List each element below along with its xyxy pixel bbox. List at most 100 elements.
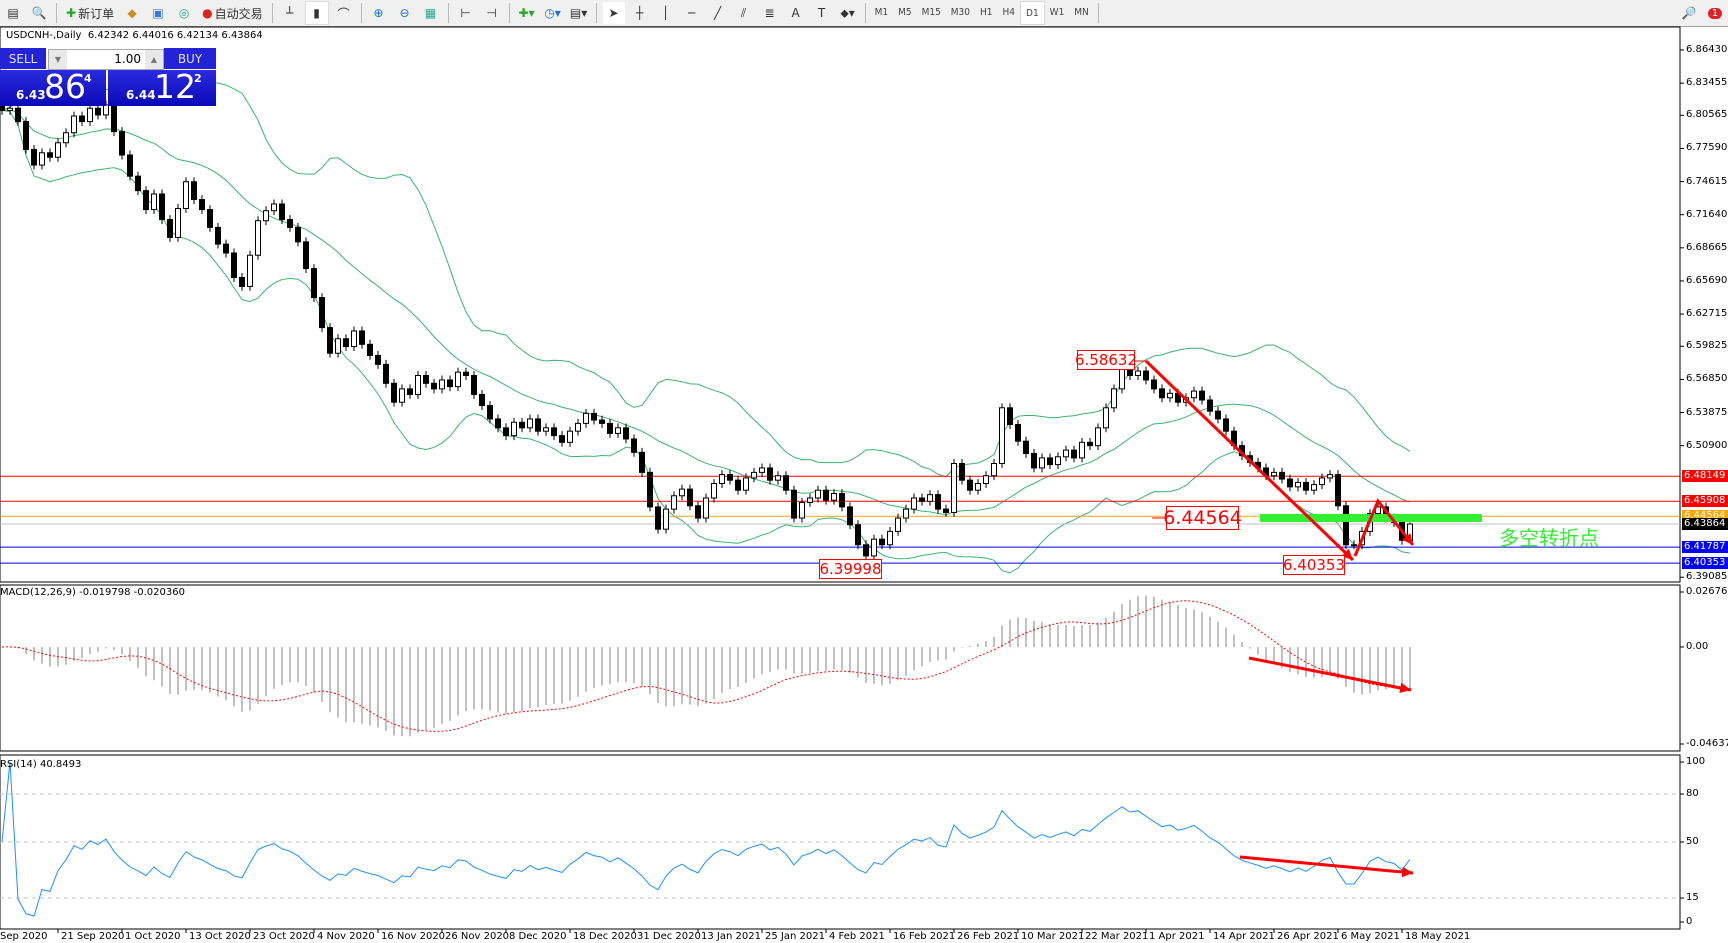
candle bbox=[1351, 540, 1357, 550]
candle bbox=[1311, 480, 1317, 495]
ohlc-readout: 6.42342 6.44016 6.42134 6.43864 bbox=[87, 30, 263, 41]
timeframe-m1[interactable]: M1 bbox=[874, 6, 889, 18]
candle bbox=[679, 484, 685, 501]
profile-icon[interactable]: ▤ bbox=[7, 6, 19, 20]
line-chart-icon[interactable]: ⌒ bbox=[337, 6, 350, 21]
terminal-icon[interactable]: ▣ bbox=[152, 6, 164, 20]
candle bbox=[559, 431, 565, 447]
candle bbox=[951, 459, 957, 517]
bar-chart-icon[interactable]: ┴ bbox=[285, 6, 294, 20]
horizontal-line-icon[interactable]: ─ bbox=[687, 6, 696, 20]
candle-body bbox=[151, 193, 157, 211]
equidistant-channel-icon[interactable]: ⫽ bbox=[740, 5, 747, 20]
candle-body bbox=[111, 104, 117, 133]
auto-trading-button[interactable]: ● 自动交易 bbox=[199, 2, 266, 24]
candle bbox=[1039, 453, 1045, 473]
market-watch-icon[interactable]: 🔍 bbox=[31, 6, 47, 20]
candle-body bbox=[1143, 370, 1149, 381]
vertical-line-icon[interactable]: │ bbox=[661, 6, 670, 20]
zoom-in-icon[interactable]: ⊕ bbox=[373, 6, 384, 20]
text-label-icon[interactable]: T bbox=[817, 6, 826, 20]
timeframe-m5[interactable]: M5 bbox=[898, 6, 912, 18]
sell-button[interactable]: SELL bbox=[0, 48, 46, 69]
timeframe-h4[interactable]: H4 bbox=[1002, 6, 1016, 18]
fibonacci-icon[interactable]: ≣ bbox=[764, 6, 775, 20]
candle-body bbox=[607, 422, 613, 434]
candle bbox=[255, 216, 261, 260]
zoom-out-icon[interactable]: ⊖ bbox=[399, 6, 410, 20]
chart-shift-icon[interactable]: ⊣ bbox=[486, 6, 497, 20]
timeframe-m30[interactable]: M30 bbox=[950, 6, 971, 18]
buy-button[interactable]: BUY bbox=[164, 48, 216, 69]
lot-increase-button[interactable]: ▲ bbox=[145, 50, 163, 69]
date-tick-label: 1 Apr 2021 bbox=[1149, 931, 1205, 942]
candle bbox=[1191, 386, 1197, 403]
new-order-label: 新订单 bbox=[78, 6, 115, 21]
new-order-button[interactable]: ✚ 新订单 bbox=[63, 2, 117, 24]
candlestick-chart-icon[interactable]: ▮ bbox=[304, 1, 329, 25]
cursor-icon[interactable]: ➤ bbox=[602, 2, 625, 24]
metaeditor-icon[interactable]: ◆ bbox=[127, 6, 137, 20]
candle-body bbox=[1335, 474, 1341, 507]
annotation-high: 6.58632 bbox=[1074, 350, 1138, 370]
candle bbox=[607, 418, 613, 438]
date-tick-label: 1 Oct 2020 bbox=[125, 931, 181, 942]
candle-body bbox=[991, 462, 997, 477]
trendline-icon[interactable]: ╱ bbox=[713, 6, 722, 20]
candle-body bbox=[1279, 471, 1285, 480]
timeframe-m15[interactable]: M15 bbox=[921, 6, 941, 18]
price-tick-label: 6.62715 bbox=[1686, 308, 1728, 320]
price-tick-label: 6.53875 bbox=[1686, 406, 1728, 418]
lot-decrease-button[interactable]: ▼ bbox=[49, 50, 67, 69]
candle bbox=[415, 371, 421, 399]
candle-body bbox=[511, 421, 517, 437]
candle-body bbox=[591, 412, 597, 421]
sell-price[interactable]: 6.43 86 4 bbox=[0, 67, 106, 106]
text-icon[interactable]: A bbox=[791, 6, 800, 20]
timeframe-w1[interactable]: W1 bbox=[1049, 6, 1065, 18]
price-tick-label: 6.59825 bbox=[1686, 340, 1728, 352]
templates-icon[interactable]: ▤▾ bbox=[569, 6, 588, 20]
arrows-icon[interactable]: ⬥▾ bbox=[840, 5, 855, 20]
candle bbox=[895, 513, 901, 536]
buy-price[interactable]: 6.44 12 2 bbox=[108, 67, 216, 106]
candle-body bbox=[95, 107, 101, 116]
candle bbox=[495, 414, 501, 433]
timeframe-d1[interactable]: D1 bbox=[1020, 1, 1045, 25]
candle-body bbox=[471, 375, 477, 395]
tile-windows-icon[interactable]: ▦ bbox=[424, 6, 437, 20]
signals-icon[interactable]: ◎ bbox=[178, 6, 190, 20]
candle-body bbox=[1103, 407, 1109, 429]
candle-body bbox=[775, 475, 781, 481]
crosshair-icon[interactable]: ┼ bbox=[635, 6, 644, 20]
indicators-icon[interactable]: ✚▾ bbox=[518, 6, 535, 20]
candle bbox=[511, 417, 517, 441]
search-icon[interactable]: 🔎 bbox=[1681, 6, 1697, 20]
timeframe-h1[interactable]: H1 bbox=[980, 6, 993, 18]
candle bbox=[351, 326, 357, 352]
candle-body bbox=[903, 508, 909, 519]
candle bbox=[239, 273, 245, 291]
candle-body bbox=[15, 107, 21, 123]
candle bbox=[319, 293, 325, 333]
timeframe-mn[interactable]: MN bbox=[1074, 6, 1089, 18]
downtrend-arrow bbox=[1144, 359, 1355, 562]
candle bbox=[1151, 375, 1157, 394]
toolbar-divider bbox=[360, 3, 362, 23]
candle bbox=[1143, 366, 1149, 385]
candle-body bbox=[47, 152, 53, 158]
auto-scroll-icon[interactable]: ⊢ bbox=[460, 6, 471, 20]
candle bbox=[135, 171, 141, 196]
candle bbox=[287, 215, 293, 232]
candle-body bbox=[447, 379, 453, 388]
candle-body bbox=[959, 462, 965, 481]
candle bbox=[943, 504, 949, 517]
candle-body bbox=[615, 427, 621, 434]
periods-icon[interactable]: ◷▾ bbox=[544, 6, 561, 20]
notification-button[interactable]: 1 bbox=[1704, 2, 1726, 24]
candle-body bbox=[847, 506, 853, 526]
candle-body bbox=[263, 210, 269, 222]
candle bbox=[455, 367, 461, 392]
lot-size-input[interactable]: 1.00 bbox=[114, 52, 141, 66]
